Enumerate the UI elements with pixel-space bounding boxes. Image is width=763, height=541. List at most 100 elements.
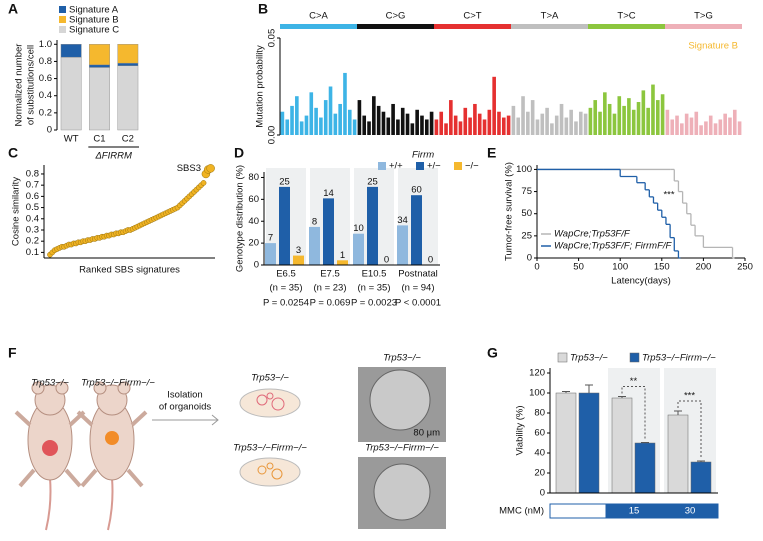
x-tick-label: 250 bbox=[737, 262, 753, 273]
group-label: C>T bbox=[463, 11, 481, 22]
bar bbox=[482, 119, 487, 135]
y-tick-label: 0.8 bbox=[39, 56, 52, 67]
bar bbox=[468, 117, 472, 135]
bar-segment bbox=[117, 44, 139, 64]
x-tick-label: 15 bbox=[629, 506, 640, 517]
count-label: 34 bbox=[397, 215, 408, 226]
bar bbox=[684, 113, 689, 135]
bar bbox=[449, 100, 453, 135]
error-bar bbox=[674, 410, 682, 415]
legend-label: +/+ bbox=[389, 161, 403, 172]
bar bbox=[376, 105, 381, 135]
bar bbox=[689, 117, 694, 135]
y-tick-label: 25 bbox=[521, 230, 532, 241]
x-tick-label: C2 bbox=[122, 134, 134, 145]
y-tick-label: 60 bbox=[534, 428, 545, 439]
bar bbox=[352, 119, 357, 135]
bar bbox=[458, 121, 463, 135]
bar bbox=[444, 123, 448, 135]
y-tick-label: 50 bbox=[521, 208, 532, 219]
bar bbox=[424, 119, 429, 135]
panel-label: C bbox=[8, 145, 18, 161]
bar bbox=[631, 109, 636, 135]
legend-swatch bbox=[454, 162, 462, 170]
bar bbox=[337, 260, 348, 265]
error-bar bbox=[697, 460, 705, 462]
bar bbox=[646, 107, 650, 135]
bar bbox=[723, 113, 727, 135]
bar bbox=[338, 103, 342, 135]
bar bbox=[415, 109, 419, 135]
y-tick-label: 100 bbox=[529, 388, 545, 399]
bar bbox=[603, 92, 607, 135]
bar bbox=[511, 105, 516, 135]
mmc-box bbox=[549, 503, 607, 519]
arrow bbox=[152, 414, 219, 426]
p-label: P = 0.0254 bbox=[263, 298, 309, 309]
bar bbox=[381, 111, 386, 135]
group-band bbox=[434, 24, 511, 29]
dish-label: Trp53−/− bbox=[251, 373, 289, 384]
bar bbox=[367, 186, 378, 265]
bar bbox=[670, 119, 675, 135]
count-label: 1 bbox=[340, 250, 345, 261]
bar bbox=[396, 119, 400, 135]
x-axis-label: Latency(days) bbox=[611, 276, 671, 287]
group-band bbox=[588, 24, 665, 29]
scale-bar: 80 μm bbox=[413, 428, 440, 439]
dish bbox=[239, 388, 301, 418]
y-axis-label: Tumor-free survival (%) bbox=[504, 162, 515, 261]
bar bbox=[386, 117, 391, 135]
y-tick-label: 100 bbox=[516, 164, 532, 175]
mouse bbox=[14, 381, 86, 531]
count-label: 60 bbox=[411, 185, 422, 196]
legend-swatch bbox=[416, 162, 424, 170]
x-tick-label: C1 bbox=[93, 134, 105, 145]
bar bbox=[497, 111, 501, 135]
legend-swatch bbox=[378, 162, 386, 170]
y-tick-label: 0.4 bbox=[39, 90, 52, 101]
legend-label: Trp53−/− bbox=[570, 353, 608, 364]
x-tick-label: E6.5 bbox=[276, 269, 296, 280]
bar bbox=[453, 115, 458, 135]
n-label: (n = 23) bbox=[313, 283, 346, 294]
bar bbox=[521, 96, 525, 135]
bar bbox=[526, 111, 530, 135]
bar bbox=[362, 115, 367, 135]
group-band bbox=[511, 24, 588, 29]
bar bbox=[607, 103, 612, 135]
bar bbox=[405, 113, 410, 135]
n-label: (n = 35) bbox=[269, 283, 302, 294]
bar bbox=[309, 226, 320, 265]
bar bbox=[280, 111, 285, 135]
legend-swatch bbox=[629, 352, 640, 363]
bar bbox=[732, 109, 737, 135]
bar bbox=[555, 392, 577, 494]
bar bbox=[578, 392, 600, 494]
bar-segment bbox=[89, 44, 110, 66]
bar bbox=[588, 107, 593, 135]
legend-swatch bbox=[59, 6, 66, 13]
x-tick-label: 30 bbox=[685, 506, 696, 517]
count-label: 25 bbox=[367, 176, 378, 187]
y-axis-label: of substitutions/cell bbox=[26, 45, 37, 125]
bar bbox=[554, 115, 559, 135]
bar bbox=[699, 125, 703, 135]
bar bbox=[265, 243, 276, 265]
bar bbox=[477, 113, 482, 135]
significance-label: *** bbox=[684, 391, 695, 402]
x-tick-label: 200 bbox=[695, 262, 711, 273]
x-tick-label: 100 bbox=[612, 262, 628, 273]
y-tick-label: 1.0 bbox=[39, 39, 52, 50]
bar-segment bbox=[117, 65, 139, 131]
bar bbox=[391, 103, 395, 135]
y-tick-label: 0.6 bbox=[26, 191, 39, 202]
point bbox=[200, 180, 207, 186]
y-tick-label: 0.4 bbox=[26, 213, 39, 224]
x-tick-label: E7.5 bbox=[320, 269, 340, 280]
y-tick-label: 0.6 bbox=[39, 73, 52, 84]
x-axis-label: MMC (nM) bbox=[499, 506, 544, 517]
y-tick-label: 0.5 bbox=[26, 202, 39, 213]
bar bbox=[353, 233, 364, 265]
